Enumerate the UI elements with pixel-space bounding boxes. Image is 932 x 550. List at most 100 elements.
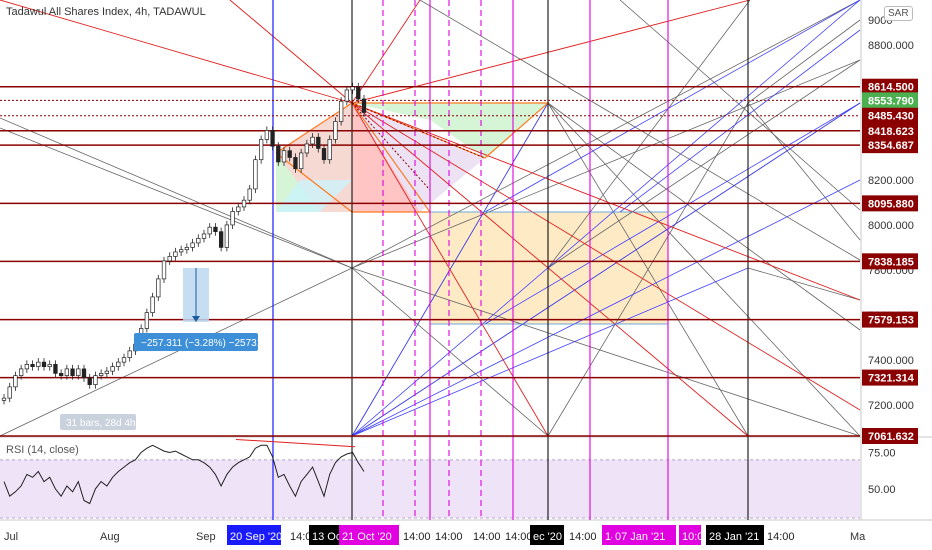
time-badge-label: 10:0 (682, 531, 703, 543)
candle-body (30, 364, 35, 367)
fan-line-gray (547, 102, 749, 437)
candle-body (356, 86, 361, 100)
price-level-badge (862, 369, 918, 386)
candle-body (298, 152, 304, 170)
price-level-label: 8614.500 (868, 82, 914, 94)
candle-body (361, 98, 367, 113)
candle-body (333, 121, 338, 140)
time-axis-label: Aug (100, 531, 120, 543)
candle-body (161, 260, 167, 280)
candle-body (230, 211, 235, 226)
price-level-label: 7579.153 (868, 315, 914, 327)
time-badge-label: 14:0 (290, 531, 311, 543)
time-badge (309, 525, 339, 545)
candle-body (236, 206, 241, 212)
fan-line-gray (351, 267, 861, 437)
price-level-label: 8485.430 (868, 111, 914, 123)
fan-line-blue (351, 0, 861, 437)
candle-body (104, 370, 110, 374)
price-level-badge (862, 78, 918, 95)
price-level-badge (862, 122, 918, 139)
candle-body (241, 199, 247, 208)
candle-body (270, 130, 275, 147)
price-tick-label: 8200.000 (868, 175, 914, 187)
price-level-badge (862, 195, 918, 212)
candle-body (350, 86, 355, 91)
candle-body (281, 150, 287, 163)
candle-body (121, 357, 127, 363)
candle-body (36, 361, 41, 367)
candle-body (1, 397, 7, 401)
price-level-label: 7061.632 (868, 431, 914, 443)
measure-arrowhead (192, 316, 200, 322)
time-badge-label: 14:00 (403, 531, 431, 543)
candle-body (110, 366, 115, 372)
candle-body (7, 386, 12, 399)
price-tick-label: 8800.000 (868, 40, 914, 52)
candle-body (258, 139, 264, 161)
time-badge (470, 525, 500, 545)
fan-line-gray (547, 59, 861, 269)
time-badge (227, 525, 281, 545)
time-badge (679, 525, 701, 545)
price-level-badge (862, 137, 918, 154)
candle-body (24, 364, 30, 370)
time-badge (339, 525, 399, 545)
dotted-trend-2 (351, 102, 431, 191)
measure-label-box (134, 333, 258, 351)
candle-body (173, 251, 178, 257)
fan-line-red (351, 102, 861, 411)
time-badge (602, 525, 612, 545)
time-badge (400, 525, 430, 545)
candle-body (316, 136, 321, 149)
fan-line-gray (747, 19, 861, 104)
candle-body (196, 238, 201, 244)
measure-label: −257.311 (−3.28%) −257311 (141, 338, 268, 349)
candle-body (41, 361, 47, 367)
time-badge-label: 14:00 (505, 531, 533, 543)
rsi-tick-label: 50.00 (868, 484, 896, 496)
fan-line-red (0, 0, 353, 104)
candle-body (201, 233, 207, 239)
time-badge (612, 525, 676, 545)
candle-body (144, 312, 150, 329)
candle-body (18, 368, 24, 376)
fan-line-gray (0, 127, 353, 269)
time-badge-label: 28 Jan '21 (709, 531, 759, 543)
fan-line-red (351, 0, 421, 104)
candle-body (338, 100, 344, 122)
rsi-line (3, 444, 365, 505)
currency-badge[interactable]: SAR (884, 6, 913, 21)
candle-body (207, 226, 212, 235)
candle-body (58, 373, 64, 376)
fan-line-red (351, 102, 861, 301)
candle-body (98, 373, 104, 376)
time-axis-label: Ma (850, 531, 866, 543)
candle-body (293, 157, 298, 170)
candle-body (156, 278, 161, 298)
time-badge-label: 14:00 (569, 531, 597, 543)
fan-line-red (229, 0, 353, 104)
candle-body (264, 130, 270, 140)
candle-body (70, 368, 75, 376)
candle-body (344, 89, 350, 102)
candle-body (13, 375, 18, 388)
time-badge (432, 525, 462, 545)
price-tick-label: 7200.000 (868, 400, 914, 412)
candle-body (247, 188, 252, 201)
time-axis-label: Jul (4, 531, 18, 543)
orange-box (430, 212, 668, 324)
candle-body (304, 143, 310, 154)
fan-line-gray (747, 102, 861, 241)
fan-line-blue (351, 267, 749, 437)
fan-line-blue (619, 29, 861, 213)
candle-body (321, 148, 327, 161)
candle-body (81, 368, 87, 379)
candle-body (87, 377, 92, 385)
candle-body (287, 150, 292, 158)
price-level-badge (862, 92, 918, 109)
candle-body (127, 350, 132, 358)
time-badge-label: 20 Sep '20 (230, 531, 282, 543)
price-level-label: 8354.687 (868, 140, 914, 152)
